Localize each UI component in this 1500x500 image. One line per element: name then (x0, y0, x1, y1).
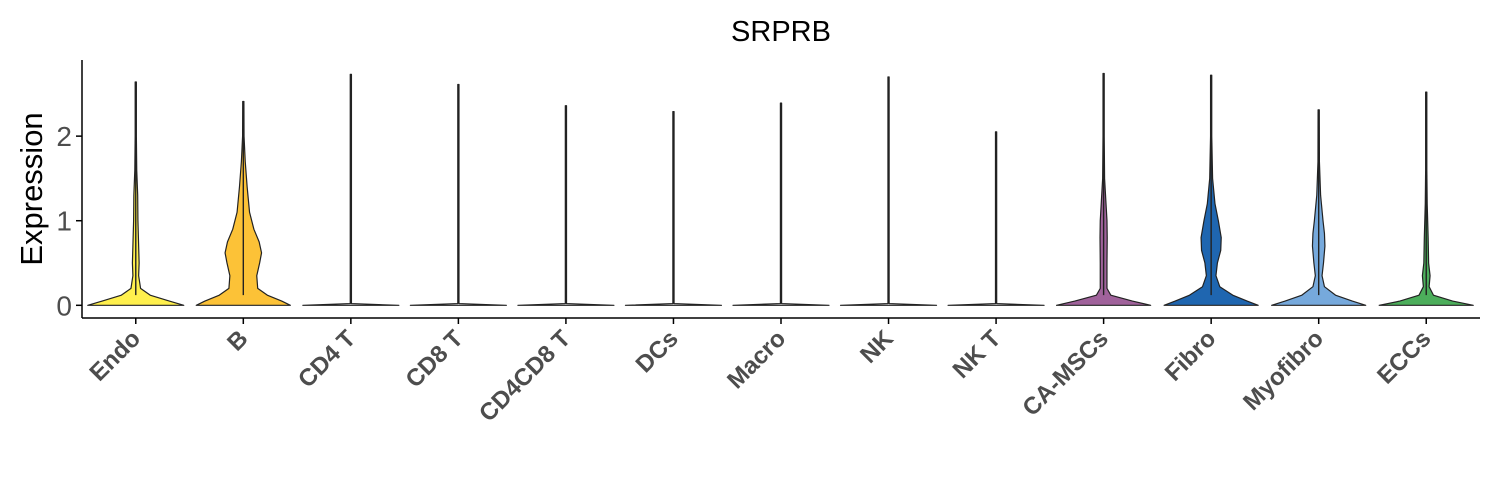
x-tick-label-endo: Endo (84, 325, 146, 387)
x-tick-label-nk-t: NK T (948, 325, 1007, 384)
violins-group (87, 72, 1474, 306)
x-tick-label-dcs: DCs (631, 325, 684, 378)
violin-dcs (624, 111, 723, 306)
y-tick-label: 0 (56, 290, 72, 321)
chart-title: SRPRB (731, 16, 831, 48)
x-tick-label-cd4-t: CD4 T (293, 325, 361, 393)
x-tick-label-fibro: Fibro (1160, 325, 1222, 387)
violin-nk (839, 76, 938, 306)
x-axis: Endo B CD4 T CD8 T CD4CD8 T DCs Macro NK NK T CA-… (82, 317, 1480, 427)
x-tick-label-ca-mscs: CA-MSCs (1017, 325, 1113, 421)
y-tick-label: 2 (56, 121, 72, 152)
x-tick-label-cd4cd8-t: CD4CD8 T (474, 325, 576, 427)
x-tick-label-cd8-t: CD8 T (401, 325, 469, 393)
violin-cd4-t (302, 73, 400, 306)
violin-nk-t (947, 131, 1045, 306)
y-axis: 0 1 2 (56, 60, 83, 321)
x-tick-label-nk: NK (855, 325, 899, 369)
violin-cd8-t (409, 83, 507, 306)
violin-cd4cd8-t (517, 105, 615, 306)
y-tick-label: 1 (56, 206, 72, 237)
y-axis-label: Expression (14, 112, 49, 265)
x-tick-label-b: B (222, 325, 253, 356)
x-tick-label-myofibro: Myofibro (1238, 325, 1329, 416)
x-tick-label-macro: Macro (722, 325, 791, 394)
x-tick-label-eccs: ECCs (1372, 325, 1436, 389)
violin-macro (732, 102, 830, 306)
